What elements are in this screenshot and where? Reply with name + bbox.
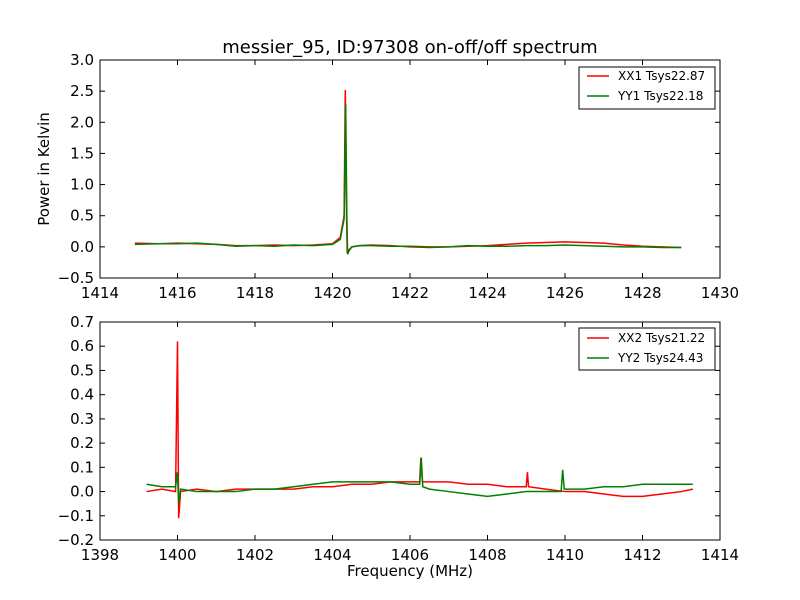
bottom-x-tick-label: 1402 [236, 546, 274, 564]
bottom-x-tick-label: 1408 [468, 546, 506, 564]
bottom-x-tick-label: 1398 [81, 546, 119, 564]
bottom-y-tick-label: −0.2 [58, 531, 94, 549]
bottom-y-tick-label: 0.5 [70, 361, 94, 379]
bottom-x-tick-label: 1412 [623, 546, 661, 564]
bottom-plot-area [146, 341, 694, 519]
top-y-ticks: −0.5 0.0 0.5 1.0 1.5 2.0 2.5 3.0 [58, 51, 720, 287]
top-y-tick-label: 0.0 [70, 238, 94, 256]
top-legend: XX1 Tsys22.87 YY1 Tsys22.18 [578, 66, 716, 110]
top-x-tick-label: 1430 [701, 284, 739, 302]
bottom-y-tick-label: 0.4 [70, 386, 94, 404]
bottom-x-tick-label: 1414 [701, 546, 739, 564]
top-y-tick-label: 1.0 [70, 176, 94, 194]
bottom-x-tick-label: 1404 [313, 546, 351, 564]
top-y-tick-label: 3.0 [70, 51, 94, 69]
top-x-tick-label: 1422 [391, 284, 429, 302]
top-y-tick-label: 2.0 [70, 113, 94, 131]
chart-title: messier_95, ID:97308 on-off/off spectrum [222, 37, 597, 58]
top-plot-area [134, 89, 682, 255]
bottom-y-tick-label: 0.2 [70, 434, 94, 452]
top-y-tick-label: −0.5 [58, 269, 94, 287]
top-x-tick-label: 1420 [313, 284, 351, 302]
top-y-tick-label: 2.5 [70, 82, 94, 100]
bottom-x-ticks: 1398 1400 1402 1404 1406 1408 1410 1412 1414 [81, 322, 739, 564]
bottom-legend-label-yy2: YY2 Tsys24.43 [617, 351, 703, 365]
bottom-y-tick-label: −0.1 [58, 507, 94, 525]
bottom-y-tick-label: 0.3 [70, 410, 94, 428]
bottom-y-ticks: −0.2 −0.1 0.0 0.1 0.2 0.3 0.4 0.5 0.6 0.7 [58, 313, 720, 549]
bottom-series-line-1 [146, 457, 693, 504]
top-x-tick-label: 1426 [546, 284, 584, 302]
bottom-y-tick-label: 0.7 [70, 313, 94, 331]
top-legend-box [578, 66, 716, 110]
bottom-x-tick-label: 1400 [158, 546, 196, 564]
top-y-tick-label: 1.5 [70, 144, 94, 162]
bottom-y-tick-label: 0.6 [70, 337, 94, 355]
panel-top: messier_95, ID:97308 on-off/off spectrum… [35, 37, 739, 302]
bottom-legend: XX2 Tsys21.22 YY2 Tsys24.43 [578, 327, 716, 371]
top-x-ticks: 1414 1416 1418 1420 1422 1424 1426 1428 1430 [81, 60, 739, 302]
bottom-y-tick-label: 0.1 [70, 458, 94, 476]
top-x-tick-label: 1416 [158, 284, 196, 302]
top-x-tick-label: 1424 [468, 284, 506, 302]
top-x-tick-label: 1418 [236, 284, 274, 302]
top-legend-label-xx1: XX1 Tsys22.87 [618, 69, 705, 83]
top-legend-label-yy1: YY1 Tsys22.18 [617, 89, 703, 103]
top-x-tick-label: 1428 [623, 284, 661, 302]
y-axis-label: Power in Kelvin [35, 112, 53, 226]
bottom-x-tick-label: 1410 [546, 546, 584, 564]
bottom-y-tick-label: 0.0 [70, 483, 94, 501]
top-series-line-1 [134, 103, 682, 255]
bottom-legend-label-xx2: XX2 Tsys21.22 [618, 331, 705, 345]
x-axis-label: Frequency (MHz) [347, 562, 473, 580]
bottom-legend-box [578, 327, 716, 371]
top-y-tick-label: 0.5 [70, 207, 94, 225]
panel-bottom: 1398 1400 1402 1404 1406 1408 1410 1412 1414 −0.… [58, 313, 740, 580]
bottom-x-tick-label: 1406 [391, 546, 429, 564]
top-x-tick-label: 1414 [81, 284, 119, 302]
